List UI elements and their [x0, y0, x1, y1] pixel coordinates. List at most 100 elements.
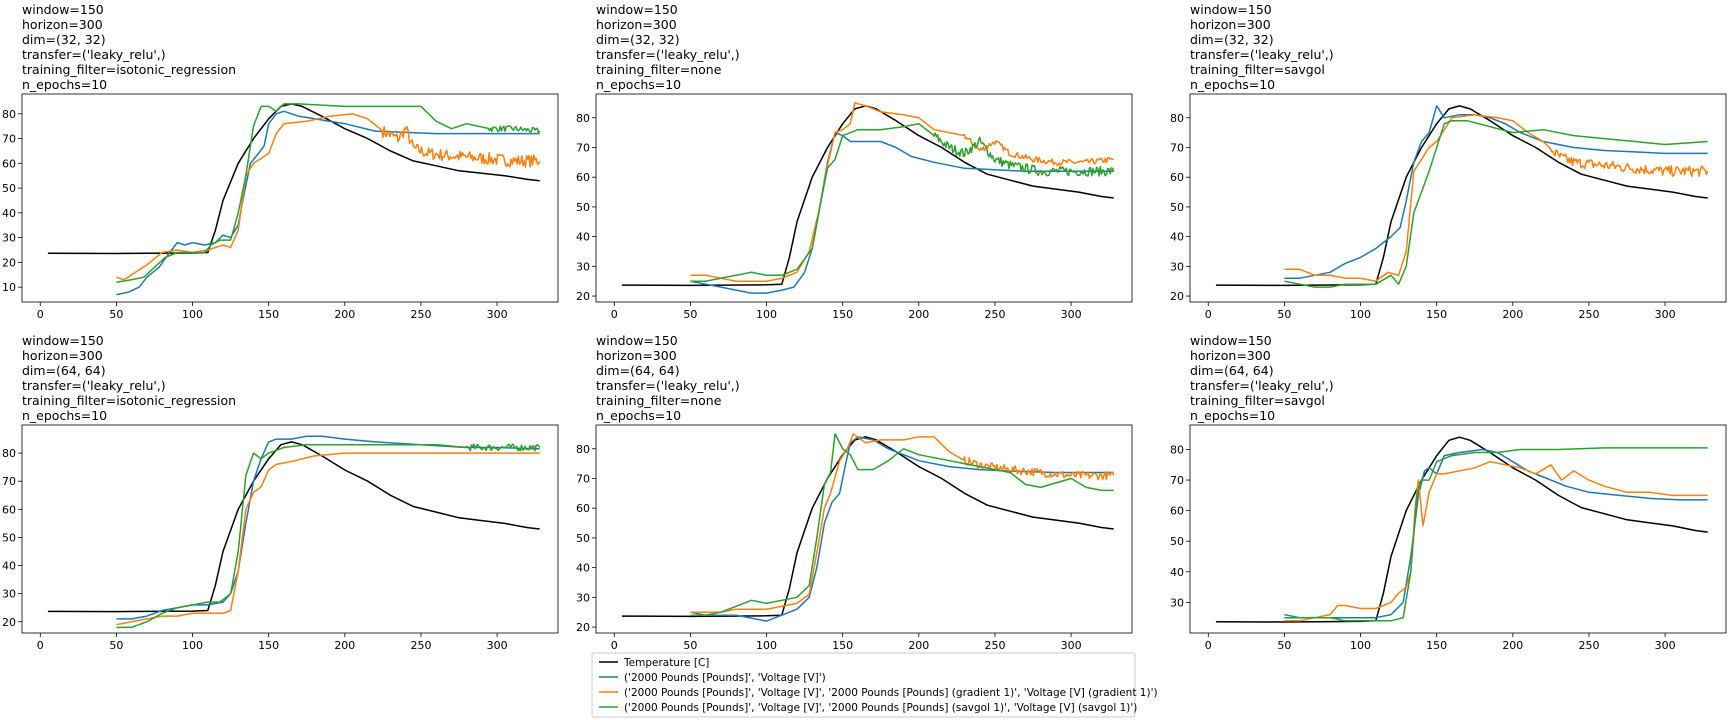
subplot-title-line: transfer=('leaky_relu',) [596, 378, 740, 393]
y-tick-label: 50 [576, 532, 590, 545]
y-tick-label: 30 [576, 260, 590, 273]
subplot-title-line: n_epochs=10 [22, 77, 107, 92]
y-tick-label: 80 [2, 108, 16, 121]
x-tick-label: 200 [908, 639, 929, 652]
subplot-title-line: dim=(64, 64) [596, 363, 680, 378]
x-tick-label: 150 [832, 308, 853, 321]
x-tick-label: 250 [410, 308, 431, 321]
series-line-1 [1215, 436, 1708, 623]
subplot-title-line: training_filter=savgol [1190, 62, 1325, 77]
x-tick-label: 100 [756, 639, 777, 652]
y-tick-label: 30 [576, 591, 590, 604]
subplot-title-line: window=150 [1190, 2, 1272, 17]
subplot-title-line: dim=(64, 64) [22, 363, 106, 378]
subplot-title-line: window=150 [22, 333, 104, 348]
subplot-title-line: horizon=300 [22, 348, 103, 363]
x-tick-label: 300 [1061, 308, 1082, 321]
series-line-4 [116, 443, 541, 629]
y-tick-label: 60 [1170, 505, 1184, 518]
axes-frame [595, 93, 1133, 303]
subplot-title-line: dim=(32, 32) [22, 32, 106, 47]
series-line-2 [1284, 105, 1708, 279]
subplot-title-line: horizon=300 [596, 348, 677, 363]
legend-frame [591, 652, 1136, 718]
y-tick-label: 70 [1170, 141, 1184, 154]
series-line-3 [690, 102, 1114, 282]
x-tick-label: 0 [1205, 639, 1212, 652]
y-tick-label: 60 [2, 503, 16, 516]
subplot-title-line: window=150 [596, 2, 678, 17]
subplot-title-line: n_epochs=10 [596, 77, 681, 92]
y-tick-label: 40 [576, 231, 590, 244]
y-tick-label: 50 [1170, 201, 1184, 214]
y-tick-label: 80 [576, 443, 590, 456]
subplot-title-line: horizon=300 [1190, 348, 1271, 363]
x-tick-label: 200 [1502, 639, 1523, 652]
y-tick-label: 50 [2, 531, 16, 544]
series-line-2 [116, 110, 540, 296]
subplot-title-line: horizon=300 [596, 17, 677, 32]
subplot-title-line: dim=(32, 32) [596, 32, 680, 47]
y-tick-label: 30 [2, 232, 16, 245]
subplot-title-line: n_epochs=10 [22, 408, 107, 423]
legend: Temperature [C] ('2000 Pounds [Pounds]', … [591, 652, 1158, 718]
y-tick-label: 70 [576, 141, 590, 154]
y-tick-label: 80 [2, 447, 16, 460]
subplot-title-line: training_filter=none [596, 393, 722, 408]
series-line-1 [47, 441, 540, 613]
subplot-title-line: window=150 [22, 2, 104, 17]
x-tick-label: 300 [1655, 639, 1676, 652]
legend-label: ('2000 Pounds [Pounds]', 'Voltage [V]', … [624, 702, 1137, 714]
series-line-4 [690, 122, 1115, 282]
y-tick-label: 30 [1170, 596, 1184, 609]
x-tick-label: 150 [1426, 639, 1447, 652]
y-tick-label: 20 [2, 616, 16, 629]
legend-label: ('2000 Pounds [Pounds]', 'Voltage [V]') [624, 672, 826, 684]
subplot-title-line: dim=(64, 64) [1190, 363, 1274, 378]
subplot-title-line: training_filter=isotonic_regression [22, 62, 236, 77]
x-tick-label: 100 [182, 639, 203, 652]
series-line-2 [1284, 448, 1708, 619]
series-line-4 [1284, 447, 1708, 622]
y-tick-label: 40 [576, 562, 590, 575]
axes-frame [1189, 424, 1727, 634]
x-tick-label: 100 [182, 308, 203, 321]
series-line-4 [116, 103, 541, 283]
series-line-3 [690, 433, 1115, 613]
x-tick-label: 150 [258, 308, 279, 321]
y-tick-label: 20 [1170, 290, 1184, 303]
subplot-title-line: transfer=('leaky_relu',) [22, 378, 166, 393]
subplot-title-line: n_epochs=10 [1190, 408, 1275, 423]
series-line-3 [116, 113, 541, 281]
axes-frame [1189, 93, 1727, 303]
axes-frame [595, 424, 1133, 634]
series-line-3 [116, 452, 540, 626]
x-tick-label: 200 [334, 639, 355, 652]
series-line-3 [1284, 460, 1708, 622]
subplot-title-line: window=150 [1190, 333, 1272, 348]
axes-frame [21, 424, 559, 634]
series-line-2 [690, 131, 1114, 294]
y-tick-label: 40 [2, 560, 16, 573]
y-tick-label: 80 [1170, 443, 1184, 456]
series-line-2 [116, 435, 540, 620]
subplot-title-line: dim=(32, 32) [1190, 32, 1274, 47]
x-tick-label: 50 [109, 639, 123, 652]
x-tick-label: 50 [1277, 639, 1291, 652]
y-tick-label: 70 [576, 472, 590, 485]
subplot-title-line: horizon=300 [1190, 17, 1271, 32]
x-tick-label: 300 [487, 639, 508, 652]
subplot-title-line: horizon=300 [22, 17, 103, 32]
x-tick-label: 150 [832, 639, 853, 652]
x-tick-label: 0 [37, 308, 44, 321]
series-line-4 [690, 433, 1114, 616]
y-tick-label: 40 [2, 207, 16, 220]
x-tick-label: 50 [683, 308, 697, 321]
y-tick-label: 70 [2, 475, 16, 488]
y-tick-label: 50 [2, 182, 16, 195]
subplot-title-line: n_epochs=10 [1190, 77, 1275, 92]
y-tick-label: 60 [2, 157, 16, 170]
subplot-title-line: training_filter=none [596, 62, 722, 77]
